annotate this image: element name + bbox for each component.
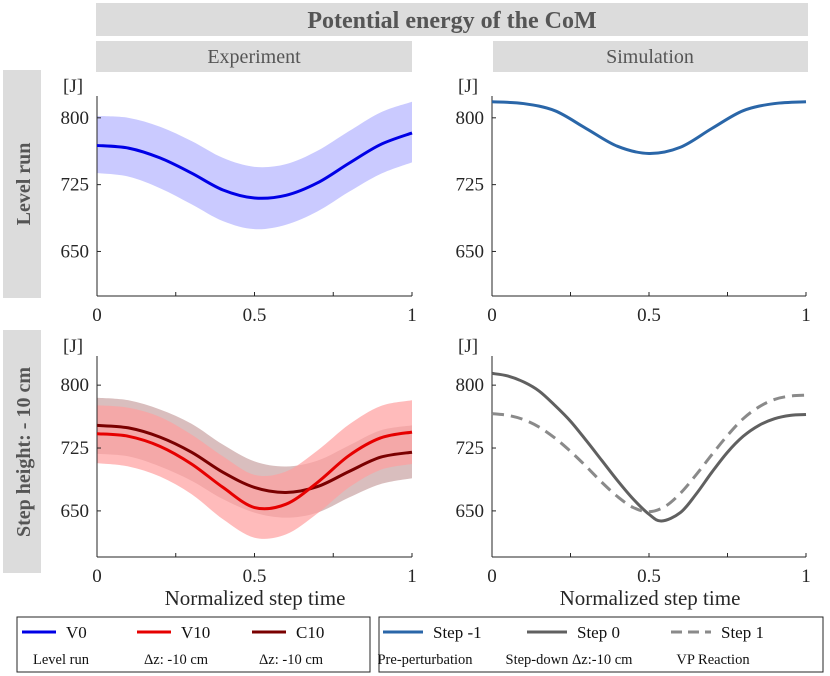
legend-label: Step 1 [721, 623, 764, 642]
panel-level-experiment: 0 0.5 1 650 725 800 [J] [61, 76, 417, 326]
column-header-simulation-bg [493, 41, 808, 72]
row-header-step: Step height: - 10 cm [13, 367, 35, 537]
series-line-step--1 [491, 100, 807, 155]
series-line-c10 [96, 423, 413, 494]
y-tick-label: 800 [456, 108, 485, 129]
legend-label: C10 [296, 623, 324, 642]
legend-sublabel: Δz: -10 cm [259, 652, 324, 668]
series-line-step-1 [491, 393, 807, 514]
column-header-experiment: Experiment [207, 46, 301, 68]
x-tick-label: 1 [801, 566, 811, 587]
legend-experiment-items: V0 Level run V10 Δz: -10 cm C10 Δz: -10 cm [22, 623, 324, 668]
y-tick-label: 725 [456, 438, 485, 459]
x-tick-label: 0.5 [637, 305, 661, 326]
x-tick-label: 0 [487, 305, 497, 326]
legend-label: Step -1 [433, 623, 482, 642]
y-tick-label: 800 [456, 375, 485, 396]
x-tick-label: 1 [801, 305, 811, 326]
legend-sublabel: Level run [33, 652, 90, 668]
legend-label: V0 [66, 623, 87, 642]
series-line-step-0 [491, 371, 807, 523]
row-header-level: Level run [13, 143, 35, 226]
legend-sublabel: Step-down Δz:-10 cm [506, 652, 634, 668]
x-tick-label: 0.5 [243, 566, 267, 587]
x-tick-label: 0 [92, 305, 102, 326]
column-header-simulation: Simulation [606, 46, 694, 68]
y-tick-label: 650 [61, 501, 90, 522]
x-tick-label: 0.5 [637, 566, 661, 587]
row-header-level-bg [3, 70, 41, 298]
legend-simulation [378, 616, 824, 673]
y-tick-label: 650 [61, 241, 90, 262]
legend-sublabel: Δz: -10 cm [144, 652, 209, 668]
series-line-v10 [96, 430, 413, 511]
panel-step-experiment: 0 0.5 1 650 725 800 [J] [61, 336, 417, 587]
panel-level-simulation: 0 0.5 1 650 725 800 [J] [456, 76, 811, 326]
y-tick-label: 725 [61, 438, 90, 459]
y-tick-label: 800 [61, 375, 90, 396]
x-tick-label: 1 [407, 566, 417, 587]
x-axis-label-simulation: Normalized step time [560, 586, 741, 610]
y-unit-label: [J] [63, 76, 83, 97]
legend-sublabel: Pre-perturbation [377, 652, 473, 668]
confidence-band-v10 [97, 400, 412, 539]
y-tick-label: 725 [61, 175, 90, 196]
row-header-step-bg [3, 330, 41, 573]
y-tick-label: 650 [456, 501, 485, 522]
legend-label: Step 0 [577, 623, 620, 642]
x-tick-label: 0.5 [243, 305, 267, 326]
y-unit-label: [J] [458, 336, 478, 357]
figure-title: Potential energy of the CoM [307, 8, 596, 34]
panel-step-simulation: 0 0.5 1 650 725 800 [J] [456, 336, 811, 587]
legend-experiment [16, 616, 371, 673]
x-axis-label-experiment: Normalized step time [165, 586, 346, 610]
legend-simulation-items: Step -1 Pre-perturbation Step 0 Step-down Δ… [377, 623, 764, 668]
column-header-experiment-bg [96, 41, 412, 72]
x-tick-label: 1 [407, 305, 417, 326]
x-tick-label: 0 [487, 566, 497, 587]
series-line-v0 [96, 131, 413, 200]
y-unit-label: [J] [63, 336, 83, 357]
legend-label: V10 [181, 623, 210, 642]
x-tick-label: 0 [92, 566, 102, 587]
y-tick-label: 725 [456, 175, 485, 196]
y-tick-label: 650 [456, 241, 485, 262]
y-tick-label: 800 [61, 108, 90, 129]
legend-sublabel: VP Reaction [676, 652, 750, 668]
confidence-band-v0 [97, 101, 412, 230]
title-banner [96, 3, 808, 36]
y-unit-label: [J] [458, 76, 478, 97]
